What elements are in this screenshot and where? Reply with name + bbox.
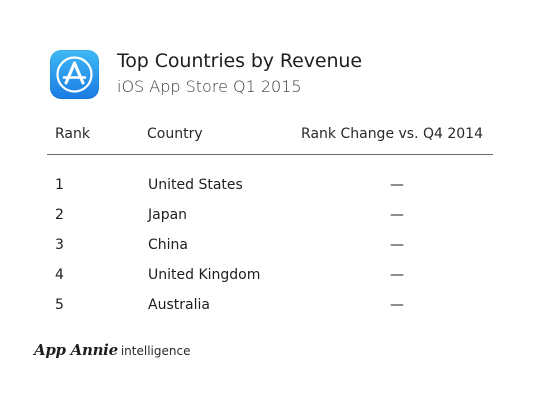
rank-cell: 3 [55, 237, 64, 253]
brand-logo: App Annie intelligence [34, 340, 190, 359]
column-header-rank: Rank [55, 126, 90, 142]
brand-name: App Annie [34, 341, 118, 359]
country-cell: Australia [148, 297, 210, 313]
country-cell: United States [148, 177, 243, 193]
rank-cell: 4 [55, 267, 64, 283]
country-cell: United Kingdom [148, 267, 261, 283]
table-header: Rank Country Rank Change vs. Q4 2014 [47, 122, 493, 155]
rank-cell: 2 [55, 207, 64, 223]
app-store-icon [50, 50, 99, 99]
table-row: 1 United States — [47, 171, 493, 201]
ranking-table: Rank Country Rank Change vs. Q4 2014 1 U… [47, 122, 493, 321]
column-header-rank-change: Rank Change vs. Q4 2014 [301, 126, 483, 142]
column-header-country: Country [147, 126, 203, 142]
country-cell: Japan [148, 207, 188, 223]
table-body: 1 United States — 2 Japan — 3 China — 4 … [47, 155, 493, 321]
brand-product: intelligence [120, 344, 191, 358]
rank-change-cell: — [390, 297, 404, 313]
table-row: 2 Japan — [47, 201, 493, 231]
chart-subtitle: iOS App Store Q1 2015 [117, 77, 302, 96]
chart-title: Top Countries by Revenue [117, 50, 362, 72]
rank-cell: 5 [55, 297, 64, 313]
chart-header: Top Countries by Revenue iOS App Store Q… [50, 50, 490, 102]
table-row: 4 United Kingdom — [47, 261, 493, 291]
rank-change-cell: — [390, 207, 404, 223]
rank-change-cell: — [390, 267, 404, 283]
table-row: 3 China — [47, 231, 493, 261]
table-row: 5 Australia — [47, 291, 493, 321]
country-cell: China [148, 237, 188, 253]
rank-change-cell: — [390, 177, 404, 193]
rank-cell: 1 [55, 177, 64, 193]
rank-change-cell: — [390, 237, 404, 253]
